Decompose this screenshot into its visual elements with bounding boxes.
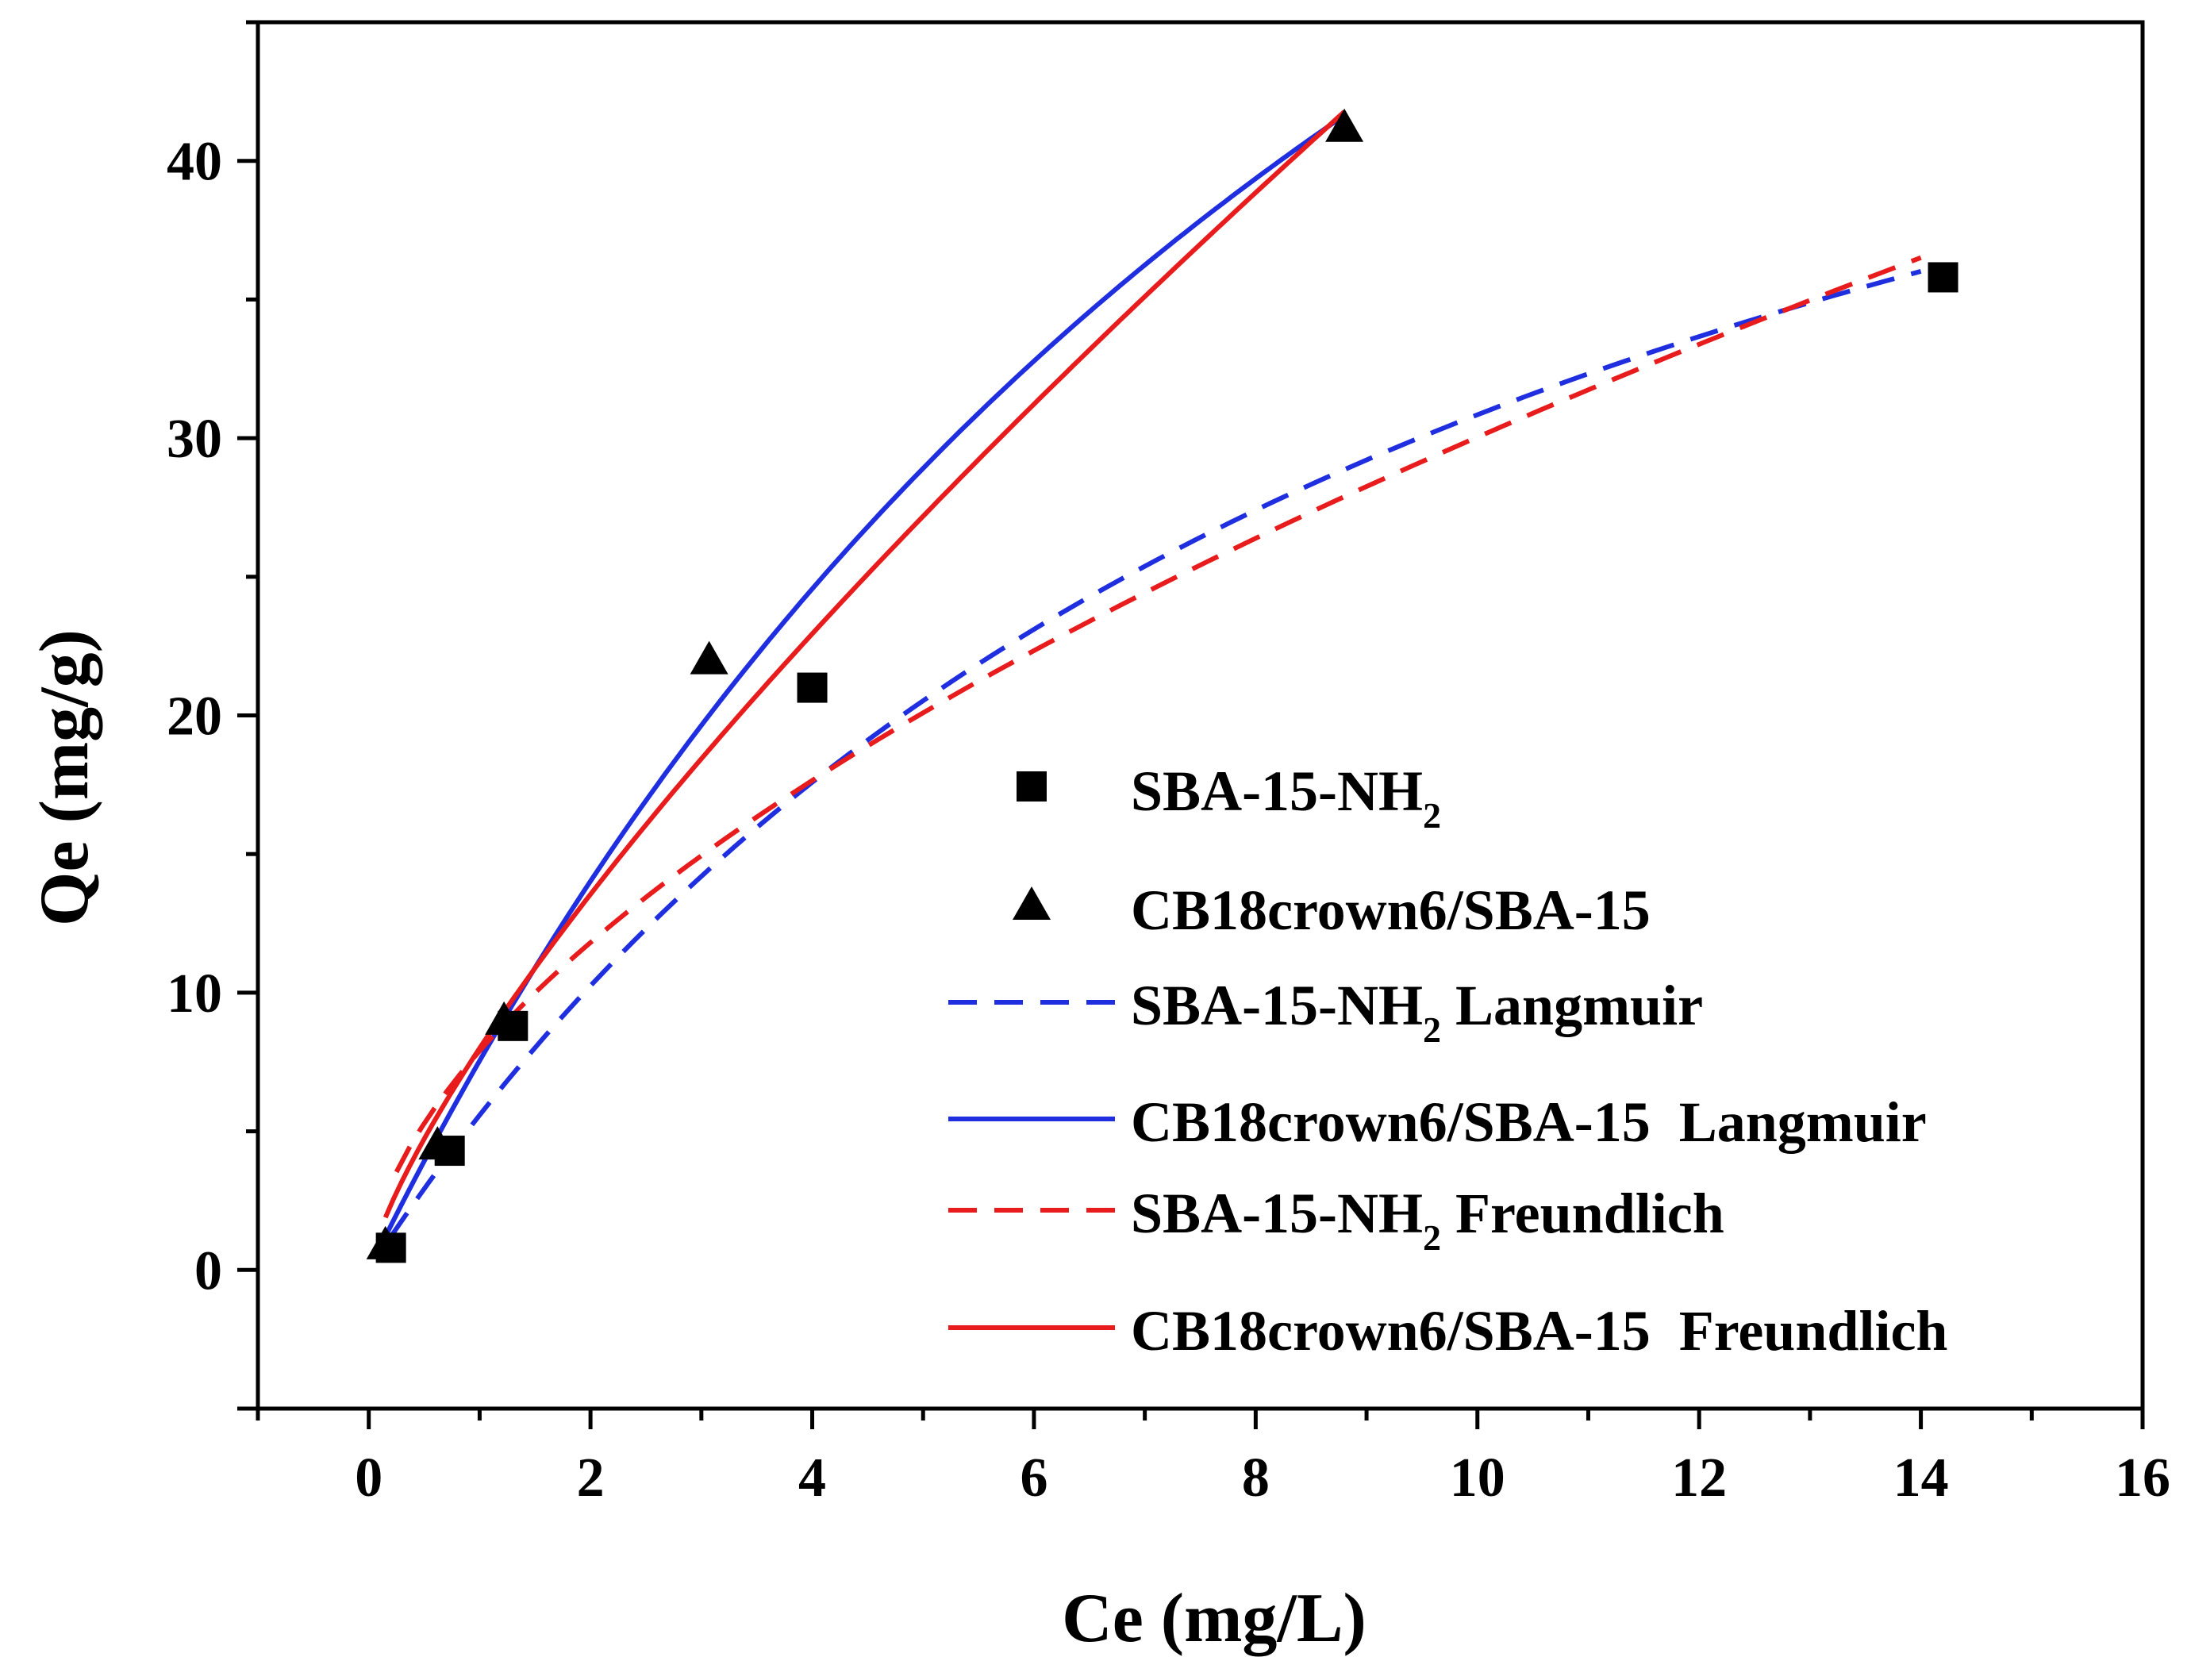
x-tick-label: 14	[1893, 1447, 1949, 1509]
y-tick-label: 0	[194, 1240, 222, 1301]
y-tick-label: 20	[167, 686, 222, 748]
x-tick-label: 8	[1242, 1447, 1270, 1509]
data-point-triangle	[485, 1001, 524, 1035]
y-axis-title: Qe (mg/g)	[26, 629, 103, 926]
data-point-triangle	[418, 1126, 457, 1160]
x-tick-label: 6	[1020, 1447, 1047, 1509]
legend-label: SBA-15-NH2 Freundlich	[1131, 1182, 1724, 1258]
y-tick-label: 40	[167, 132, 222, 193]
data-point-square	[797, 672, 828, 703]
axes: 0 2 4 6 8 10 12 14 16 0 10 20 30 40	[167, 20, 2170, 1509]
x-axis-title: Ce (mg/L)	[1062, 1580, 1366, 1657]
legend-marker-square	[1017, 771, 1047, 802]
y-tick-label: 30	[167, 409, 222, 470]
x-tick-label: 10	[1450, 1447, 1505, 1509]
x-tick-label: 2	[577, 1447, 605, 1509]
legend-label: CB18crown6/SBA-15 Langmuir	[1131, 1090, 1927, 1154]
data-point-triangle	[1325, 108, 1364, 142]
series-line-sba-15-nh2-freundlich	[394, 255, 1922, 1174]
legend-label: CB18crown6/SBA-15 Freundlich	[1131, 1299, 1947, 1363]
legend-marker-triangle	[1013, 886, 1051, 920]
legend-label: SBA-15-NH2	[1131, 759, 1441, 836]
data-point-square	[1928, 262, 1958, 293]
x-tick-label: 12	[1671, 1447, 1727, 1509]
x-tick-label: 16	[2115, 1447, 2170, 1509]
series-line-cb18crown6-sba-15-langmuir	[383, 113, 1346, 1238]
legend-label: SBA-15-NH2 Langmuir	[1131, 974, 1703, 1050]
series-line-cb18crown6-sba-15-freundlich	[382, 110, 1347, 1219]
legend: SBA-15-NH2 CB18crown6/SBA-15 SBA-15-NH2 La…	[948, 759, 1947, 1363]
y-tick-label: 10	[167, 963, 222, 1025]
plot-area	[366, 108, 1958, 1263]
series-line-sba-15-nh2-langmuir	[389, 269, 1922, 1238]
data-point-triangle	[366, 1225, 405, 1259]
x-tick-label: 0	[355, 1447, 382, 1509]
legend-label: CB18crown6/SBA-15	[1131, 878, 1651, 942]
x-tick-label: 4	[798, 1447, 826, 1509]
data-point-triangle	[690, 640, 728, 675]
